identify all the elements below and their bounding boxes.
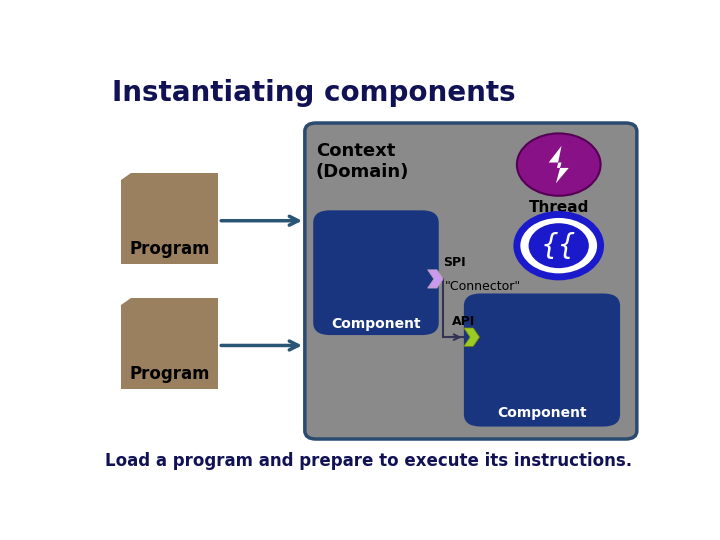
FancyBboxPatch shape <box>464 294 620 427</box>
FancyBboxPatch shape <box>313 211 438 335</box>
Text: Component: Component <box>331 317 420 331</box>
Text: Instantiating components: Instantiating components <box>112 79 516 107</box>
Text: Context
(Domain): Context (Domain) <box>316 141 410 180</box>
Polygon shape <box>121 173 218 265</box>
Text: Program: Program <box>130 240 210 258</box>
FancyBboxPatch shape <box>305 123 637 439</box>
Circle shape <box>517 133 600 196</box>
Text: Component: Component <box>498 406 587 420</box>
Text: API: API <box>451 315 474 328</box>
Text: Thread: Thread <box>528 200 589 215</box>
Text: {{: {{ <box>541 232 576 260</box>
Polygon shape <box>121 298 218 389</box>
Polygon shape <box>464 328 480 346</box>
Polygon shape <box>549 146 569 183</box>
Text: Program: Program <box>130 365 210 383</box>
Text: "Connector": "Connector" <box>445 280 521 293</box>
Polygon shape <box>428 270 444 288</box>
Text: SPI: SPI <box>443 255 465 268</box>
Text: Load a program and prepare to execute its instructions.: Load a program and prepare to execute it… <box>105 452 633 470</box>
Circle shape <box>517 214 600 277</box>
Circle shape <box>528 223 589 268</box>
